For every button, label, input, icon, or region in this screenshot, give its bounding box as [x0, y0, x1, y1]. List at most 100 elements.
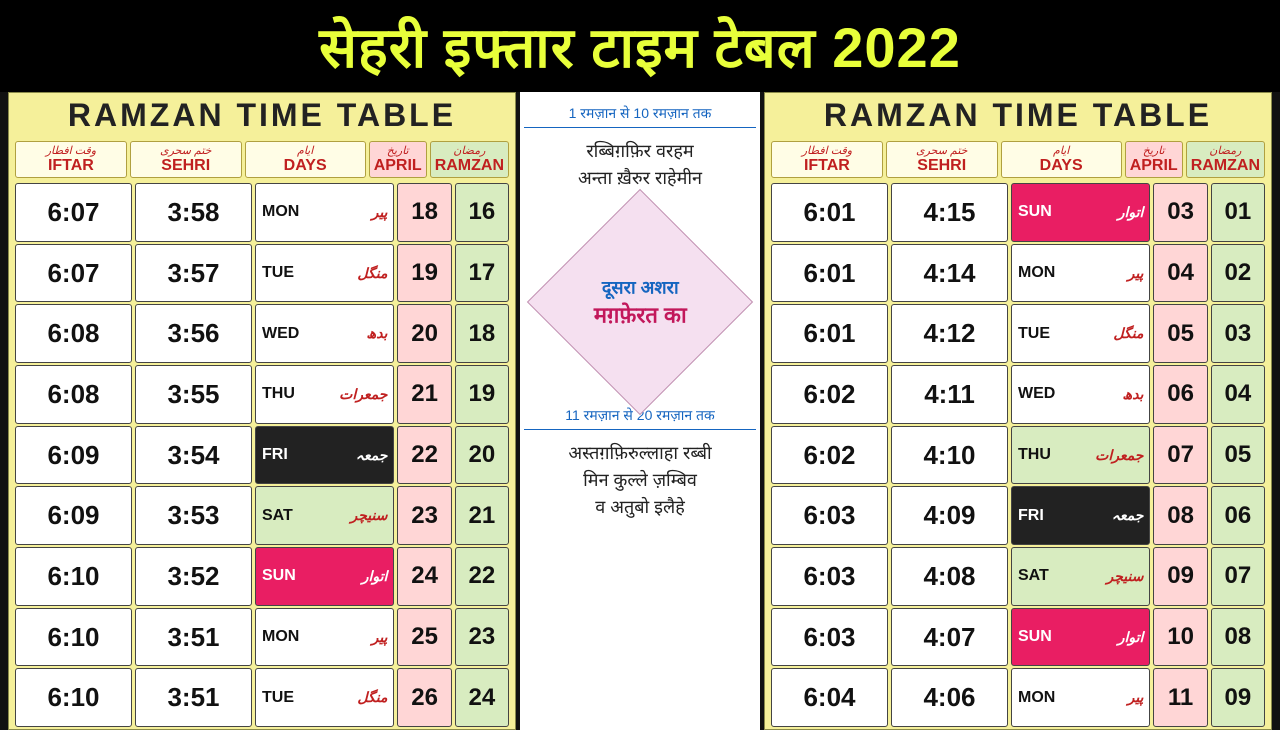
header-ramzan: رمضانRAMZAN [430, 141, 509, 178]
date-cell: 03 [1153, 183, 1207, 242]
sehri-time: 4:11 [891, 365, 1008, 424]
iftar-time: 6:07 [15, 244, 132, 303]
table-row: 6:083:55THUجمعرات2119 [15, 365, 509, 424]
day-cell: SATسنیچر [255, 486, 394, 545]
header-iftar: وقت افطارIFTAR [15, 141, 127, 178]
iftar-time: 6:03 [771, 608, 888, 667]
table-row: 6:103:51TUEمنگل2624 [15, 668, 509, 727]
header-april: تاریخAPRIL [1125, 141, 1183, 178]
sehri-time: 3:56 [135, 304, 252, 363]
day-cell: TUEمنگل [255, 244, 394, 303]
left-panel: RAMZAN TIME TABLE وقت افطارIFTARختم سحری… [8, 92, 516, 730]
sehri-time: 3:57 [135, 244, 252, 303]
mid-top-range: 1 रमज़ान से 10 रमज़ान तक [524, 100, 756, 128]
day-cell: SUNاتوار [1011, 183, 1150, 242]
iftar-time: 6:01 [771, 244, 888, 303]
ramzan-cell: 23 [455, 608, 509, 667]
date-cell: 22 [397, 426, 451, 485]
iftar-time: 6:01 [771, 183, 888, 242]
content-area: RAMZAN TIME TABLE وقت افطارIFTARختم سحری… [0, 92, 1280, 730]
date-cell: 24 [397, 547, 451, 606]
table-row: 6:014:12TUEمنگل0503 [771, 304, 1265, 363]
day-cell: THUجمعرات [255, 365, 394, 424]
ramzan-cell: 18 [455, 304, 509, 363]
header-days: ایامDAYS [245, 141, 366, 178]
date-cell: 25 [397, 608, 451, 667]
right-panel-title: RAMZAN TIME TABLE [765, 93, 1271, 138]
sehri-time: 4:12 [891, 304, 1008, 363]
table-row: 6:034:08SATسنیچر0907 [771, 547, 1265, 606]
table-row: 6:073:58MONپیر1816 [15, 183, 509, 242]
day-cell: MONپیر [255, 608, 394, 667]
middle-panel: 1 रमज़ान से 10 रमज़ान तक रब्बिग़फ़िर वरह… [520, 92, 760, 730]
date-cell: 21 [397, 365, 451, 424]
date-cell: 05 [1153, 304, 1207, 363]
iftar-time: 6:03 [771, 486, 888, 545]
date-cell: 08 [1153, 486, 1207, 545]
day-cell: FRIجمعہ [1011, 486, 1150, 545]
ramzan-cell: 05 [1211, 426, 1265, 485]
sehri-time: 3:51 [135, 668, 252, 727]
ramzan-cell: 20 [455, 426, 509, 485]
mid-bot-prayer: अस्तग़फ़िरुल्लाहा रब्बी मिन कुल्ले ज़म्ब… [524, 434, 756, 527]
table-row: 6:073:57TUEمنگل1917 [15, 244, 509, 303]
iftar-time: 6:08 [15, 365, 132, 424]
table-row: 6:024:10THUجمعرات0705 [771, 426, 1265, 485]
iftar-time: 6:02 [771, 426, 888, 485]
sehri-time: 4:09 [891, 486, 1008, 545]
table-row: 6:044:06MONپیر1109 [771, 668, 1265, 727]
diamond-decoration: दूसरा अशरा मग़फ़ेरत का [527, 189, 753, 415]
page-header: सेहरी इफ्तार टाइम टेबल 2022 [0, 0, 1280, 92]
ramzan-cell: 19 [455, 365, 509, 424]
table-row: 6:093:53SATسنیچر2321 [15, 486, 509, 545]
right-rows: 6:014:15SUNاتوار03016:014:14MONپیر04026:… [765, 181, 1271, 729]
ramzan-cell: 08 [1211, 608, 1265, 667]
ramzan-cell: 04 [1211, 365, 1265, 424]
day-cell: TUEمنگل [255, 668, 394, 727]
date-cell: 26 [397, 668, 451, 727]
day-cell: MONپیر [1011, 668, 1150, 727]
sehri-time: 4:08 [891, 547, 1008, 606]
ramzan-cell: 22 [455, 547, 509, 606]
iftar-time: 6:01 [771, 304, 888, 363]
table-row: 6:014:15SUNاتوار0301 [771, 183, 1265, 242]
table-row: 6:014:14MONپیر0402 [771, 244, 1265, 303]
sehri-time: 3:55 [135, 365, 252, 424]
date-cell: 07 [1153, 426, 1207, 485]
day-cell: SUNاتوار [1011, 608, 1150, 667]
sehri-time: 4:10 [891, 426, 1008, 485]
table-row: 6:093:54FRIجمعہ2220 [15, 426, 509, 485]
sehri-time: 4:06 [891, 668, 1008, 727]
ramzan-cell: 03 [1211, 304, 1265, 363]
ramzan-cell: 06 [1211, 486, 1265, 545]
ramzan-cell: 02 [1211, 244, 1265, 303]
date-cell: 18 [397, 183, 451, 242]
ramzan-cell: 17 [455, 244, 509, 303]
iftar-time: 6:08 [15, 304, 132, 363]
iftar-time: 6:10 [15, 668, 132, 727]
table-row: 6:103:52SUNاتوار2422 [15, 547, 509, 606]
ramzan-cell: 09 [1211, 668, 1265, 727]
day-cell: FRIجمعہ [255, 426, 394, 485]
header-ramzan: رمضانRAMZAN [1186, 141, 1265, 178]
ramzan-cell: 21 [455, 486, 509, 545]
left-rows: 6:073:58MONپیر18166:073:57TUEمنگل19176:0… [9, 181, 515, 729]
date-cell: 06 [1153, 365, 1207, 424]
date-cell: 20 [397, 304, 451, 363]
ramzan-cell: 16 [455, 183, 509, 242]
page-title: सेहरी इफ्तार टाइम टेबल 2022 [20, 8, 1260, 84]
date-cell: 11 [1153, 668, 1207, 727]
sehri-time: 3:52 [135, 547, 252, 606]
sehri-time: 3:53 [135, 486, 252, 545]
day-cell: SATسنیچر [1011, 547, 1150, 606]
date-cell: 19 [397, 244, 451, 303]
ramzan-cell: 01 [1211, 183, 1265, 242]
iftar-time: 6:09 [15, 486, 132, 545]
left-panel-title: RAMZAN TIME TABLE [9, 93, 515, 138]
header-iftar: وقت افطارIFTAR [771, 141, 883, 178]
day-cell: MONپیر [1011, 244, 1150, 303]
sehri-time: 3:51 [135, 608, 252, 667]
iftar-time: 6:02 [771, 365, 888, 424]
day-cell: WEDبدھ [255, 304, 394, 363]
ashra-name: मग़फ़ेरत का [594, 299, 687, 329]
